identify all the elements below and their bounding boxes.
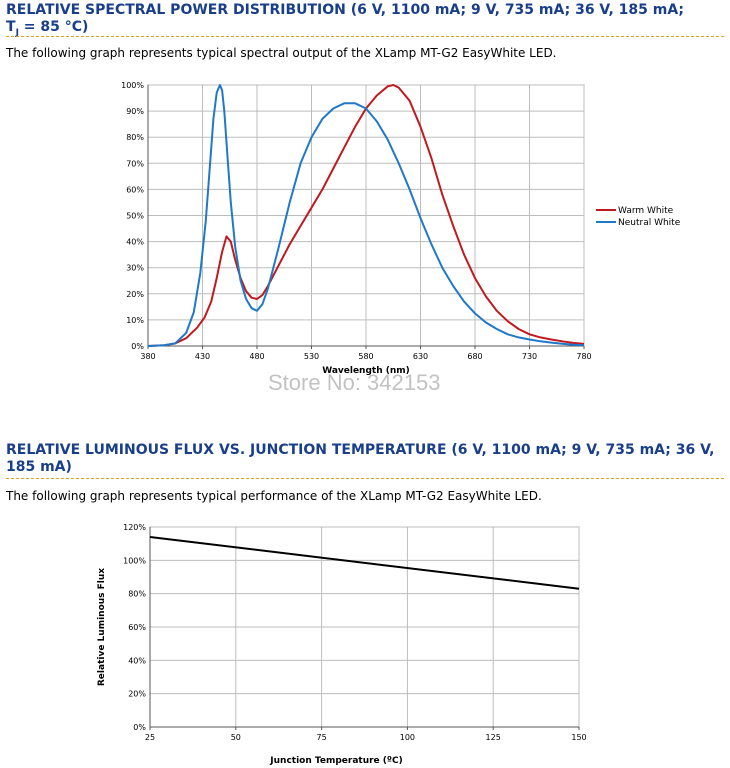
flux-series-series-0-line [149,536,580,590]
spectral-y-tick-label: 20% [126,290,144,299]
spectral-y-tick-label: 10% [126,316,144,325]
spectral-heading-line1: RELATIVE SPECTRAL POWER DISTRIBUTION (6 … [6,2,685,18]
flux-y-tick-label: 0% [133,723,146,732]
flux-y-tick-label: 100% [123,556,146,565]
spectral-heading-tj: T [6,19,16,35]
flux-heading-line1: RELATIVE LUMINOUS FLUX VS. JUNCTION TEMP… [6,442,715,458]
flux-x-tick-label: 25 [145,733,155,742]
spectral-x-tick-label: 530 [304,352,319,361]
flux-section-heading: RELATIVE LUMINOUS FLUX VS. JUNCTION TEMP… [6,442,714,476]
flux-y-tick-label: 60% [128,623,146,632]
spectral-x-tick-label: 630 [413,352,428,361]
spectral-y-tick-label: 60% [126,185,144,194]
spectral-legend-neutral-white-label: Neutral White [618,218,681,228]
spectral-series-neutral-white-line [147,84,585,347]
spectral-intro-text: The following graph represents typical s… [6,46,557,60]
flux-y-axis-label: Relative Luminous Flux [97,568,107,686]
flux-x-tick-label: 125 [486,733,501,742]
spectral-y-tick-label: 70% [126,159,144,168]
flux-intro-text: The following graph represents typical p… [6,489,542,503]
spectral-x-axis-label: Wavelength (nm) [322,366,410,376]
spectral-y-tick-label: 90% [126,107,144,116]
spectral-y-tick-label: 30% [126,264,144,273]
spectral-x-tick-label: 680 [467,352,482,361]
flux-x-tick-label: 75 [317,733,327,742]
spectral-y-tick-label: 40% [126,238,144,247]
spectral-heading-rule [6,36,724,37]
flux-y-tick-label: 40% [128,656,146,665]
flux-x-tick-label: 150 [571,733,586,742]
spectral-x-tick-label: 480 [249,352,264,361]
flux-x-axis-label: Junction Temperature (ºC) [269,756,402,766]
spectral-legend-warm-white-label: Warm White [618,206,674,216]
flux-heading-line2: 185 mA) [6,459,72,475]
spectral-heading-post: = 85 °C) [18,19,89,35]
spectral-section-heading: RELATIVE SPECTRAL POWER DISTRIBUTION (6 … [6,2,684,42]
flux-x-tick-label: 50 [231,733,241,742]
spectral-series-warm-white-line [147,84,585,347]
spectral-x-tick-label: 430 [195,352,210,361]
flux-heading-rule [6,478,724,479]
flux-y-tick-label: 20% [128,690,146,699]
spectral-power-chart: 0% 10% 20% 30% 40% 50% 60% 70% 80% 90% 100% 380 430 4… [121,81,681,376]
spectral-y-tick-label: 50% [126,212,144,221]
spectral-y-tick-label: 80% [126,133,144,142]
flux-y-tick-label: 80% [128,590,146,599]
spectral-y-tick-label: 0% [131,342,144,351]
spectral-heading-sub: J [15,27,19,38]
flux-y-tick-label: 120% [123,523,146,532]
flux-x-tick-label: 100 [400,733,415,742]
spectral-x-tick-label: 580 [358,352,373,361]
spectral-x-tick-label: 380 [140,352,155,361]
spectral-y-tick-label: 100% [121,81,144,90]
spectral-x-tick-label: 730 [522,352,537,361]
spectral-x-tick-label: 780 [576,352,591,361]
store-watermark: Store No: 342153 [268,370,441,395]
